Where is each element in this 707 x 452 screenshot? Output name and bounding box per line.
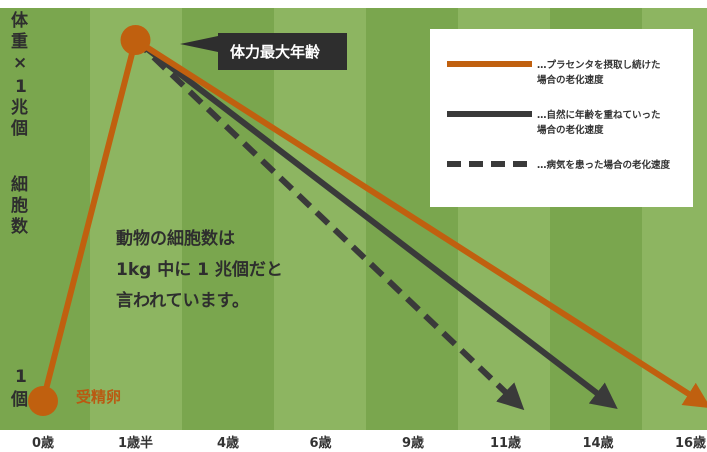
y-bottom-char: 1	[15, 367, 27, 387]
x-axis-ticks: 0歳 1歳半 4歳 6歳 9歳 11歳 14歳 16歳	[32, 435, 706, 451]
start-point	[28, 386, 58, 416]
y-bottom-label: 1 個	[10, 367, 28, 410]
series-layer	[28, 25, 707, 416]
peak-point	[120, 25, 151, 55]
note-line: 動物の細胞数は	[116, 228, 235, 249]
x-tick-label: 14歳	[582, 435, 613, 451]
annotation-note: 動物の細胞数は 1kg 中に 1 兆個だと 言われています。	[116, 228, 283, 311]
y-label-char: 重	[11, 31, 28, 52]
peak-label: 体力最大年齢	[230, 43, 321, 61]
y-label-char: 数	[11, 216, 29, 237]
start-label: 受精卵	[76, 388, 121, 406]
x-tick-label: 6歳	[309, 435, 331, 451]
legend-label: …自然に年齢を重ねていった	[537, 109, 661, 121]
y-label-char: 個	[10, 118, 28, 139]
y-label-char: 胞	[11, 195, 28, 216]
legend-label: …プラセンタを摂取し続けた	[537, 59, 661, 71]
legend-box	[430, 29, 693, 207]
peak-callout-box	[180, 33, 347, 70]
legend-label: 場合の老化速度	[537, 74, 604, 86]
background-stripe	[90, 8, 182, 430]
y-label-char: 細	[11, 174, 28, 195]
x-tick-label: 11歳	[490, 435, 521, 451]
series-line	[133, 37, 525, 411]
y-label-char: 体	[11, 10, 29, 31]
peak-callout: 体力最大年齢	[180, 33, 347, 70]
y-axis-label: 体 重 × 1 兆 個 細 胞 数	[10, 10, 29, 237]
background-stripe	[182, 8, 274, 430]
legend-label: 場合の老化速度	[537, 124, 604, 136]
x-tick-label: 9歳	[402, 435, 424, 451]
note-line: 言われています。	[116, 290, 249, 311]
y-label-char: 1	[15, 77, 27, 97]
y-label-char: ×	[13, 53, 27, 73]
x-tick-label: 16歳	[675, 435, 706, 451]
x-tick-label: 1歳半	[118, 435, 153, 451]
series-line	[133, 37, 618, 410]
x-tick-label: 0歳	[32, 435, 54, 451]
legend-label: …病気を患った場合の老化速度	[537, 159, 671, 171]
y-label-char: 兆	[11, 98, 28, 118]
x-tick-label: 4歳	[217, 435, 239, 451]
y-bottom-char: 個	[10, 389, 28, 410]
background-stripe	[0, 8, 90, 430]
note-line: 1kg 中に 1 兆個だと	[116, 259, 283, 280]
